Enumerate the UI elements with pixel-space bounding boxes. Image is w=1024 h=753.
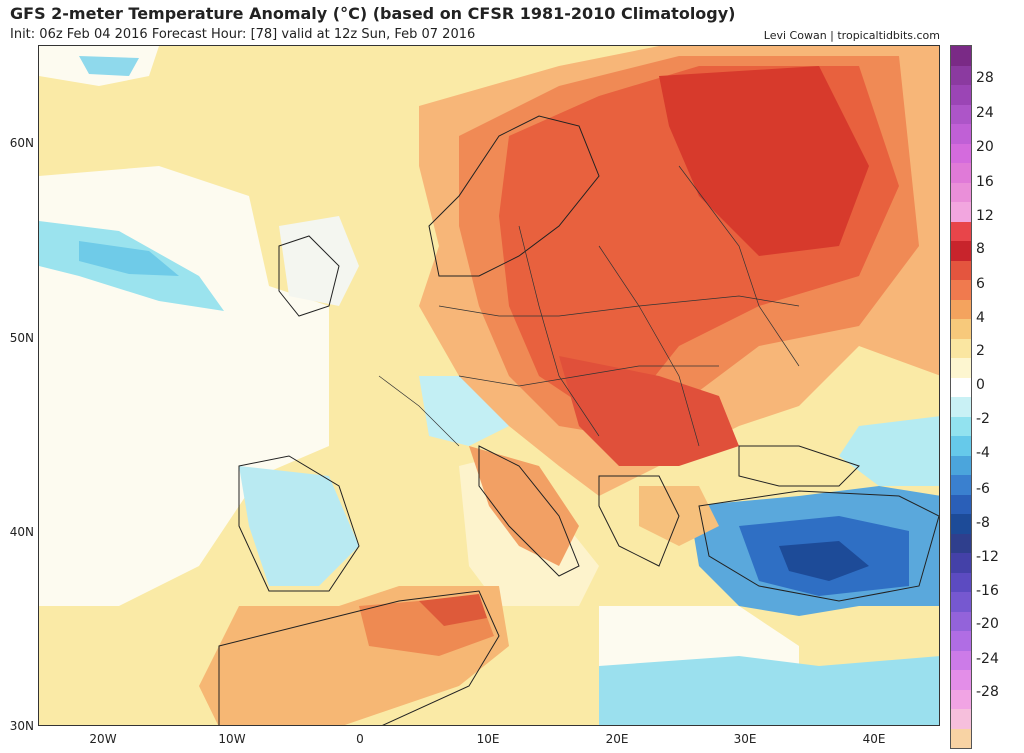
colorbar-tick-label: 24: [976, 105, 994, 121]
lon-label-20e: 20E: [605, 732, 629, 746]
colorbar-cell: [951, 475, 971, 495]
colorbar-cell: [951, 104, 971, 124]
colorbar-cell: [951, 221, 971, 241]
colorbar-cell: [951, 124, 971, 144]
colorbar-cell: [951, 377, 971, 397]
colorbar-cell: [951, 182, 971, 202]
colorbar-cell: [951, 709, 971, 729]
colorbar-cell: [951, 416, 971, 436]
colorbar-cell: [951, 689, 971, 709]
forecast-info: Init: 06z Feb 04 2016 Forecast Hour: [78…: [10, 27, 476, 42]
colorbar-cell: [951, 728, 971, 748]
colorbar-tick-label: 16: [976, 174, 994, 190]
colorbar-tick-label: -28: [976, 684, 999, 700]
colorbar-tick-label: 0: [976, 377, 985, 393]
colorbar-cell: [951, 533, 971, 553]
colorbar-cell: [951, 358, 971, 378]
colorbar-cell: [951, 241, 971, 261]
colorbar-tick-label: 28: [976, 70, 994, 86]
colorbar-cell: [951, 163, 971, 183]
colorbar-tick-label: -8: [976, 515, 990, 531]
colorbar-cell: [951, 338, 971, 358]
colorbar-tick-label: -16: [976, 583, 999, 599]
colorbar-cell: [951, 631, 971, 651]
lat-label-30n: 30N: [9, 719, 34, 733]
lat-label-60n: 60N: [9, 136, 34, 150]
cold-anomaly-iberia: [239, 466, 359, 586]
colorbar-cell: [951, 436, 971, 456]
chart-title: GFS 2-meter Temperature Anomaly (°C) (ba…: [10, 4, 736, 23]
lon-label-0: 0: [356, 732, 364, 746]
colorbar-cell: [951, 319, 971, 339]
colorbar-tick-label: -20: [976, 616, 999, 632]
author-credit: Levi Cowan | tropicaltidbits.com: [763, 29, 940, 42]
colorbar-cell: [951, 143, 971, 163]
lon-label-10e: 10E: [476, 732, 500, 746]
colorbar-cell: [951, 202, 971, 222]
colorbar-tick-label: 12: [976, 208, 994, 224]
colorbar-cell: [951, 299, 971, 319]
colorbar-cell: [951, 611, 971, 631]
colorbar-cell: [951, 650, 971, 670]
colorbar-tick-label: -6: [976, 481, 990, 497]
colorbar-cell: [951, 494, 971, 514]
colorbar-cell: [951, 514, 971, 534]
colorbar-cell: [951, 553, 971, 573]
lon-label-30e: 30E: [733, 732, 757, 746]
colorbar-tick-label: -4: [976, 445, 990, 461]
lat-label-40n: 40N: [9, 525, 34, 539]
colorbar-cell: [951, 572, 971, 592]
colorbar-cell: [951, 592, 971, 612]
colorbar: [950, 45, 972, 749]
colorbar-tick-label: -24: [976, 651, 999, 667]
lon-label-40e: 40E: [862, 732, 886, 746]
colorbar-cell: [951, 85, 971, 105]
lat-label-50n: 50N: [9, 331, 34, 345]
colorbar-cell: [951, 65, 971, 85]
colorbar-tick-label: -2: [976, 411, 990, 427]
colorbar-cell: [951, 455, 971, 475]
colorbar-cell: [951, 397, 971, 417]
colorbar-cell: [951, 46, 971, 66]
anomaly-map: [38, 45, 940, 726]
colorbar-tick-label: 2: [976, 343, 985, 359]
colorbar-cell: [951, 670, 971, 690]
colorbar-cell: [951, 280, 971, 300]
colorbar-tick-label: 8: [976, 241, 985, 257]
colorbar-tick-label: -12: [976, 549, 999, 565]
lon-label-20w: 20W: [89, 732, 117, 746]
lon-label-10w: 10W: [218, 732, 246, 746]
cold-anomaly-africa-east: [599, 656, 939, 725]
colorbar-cell: [951, 260, 971, 280]
colorbar-tick-label: 4: [976, 310, 985, 326]
colorbar-tick-label: 20: [976, 139, 994, 155]
colorbar-tick-label: 6: [976, 276, 985, 292]
